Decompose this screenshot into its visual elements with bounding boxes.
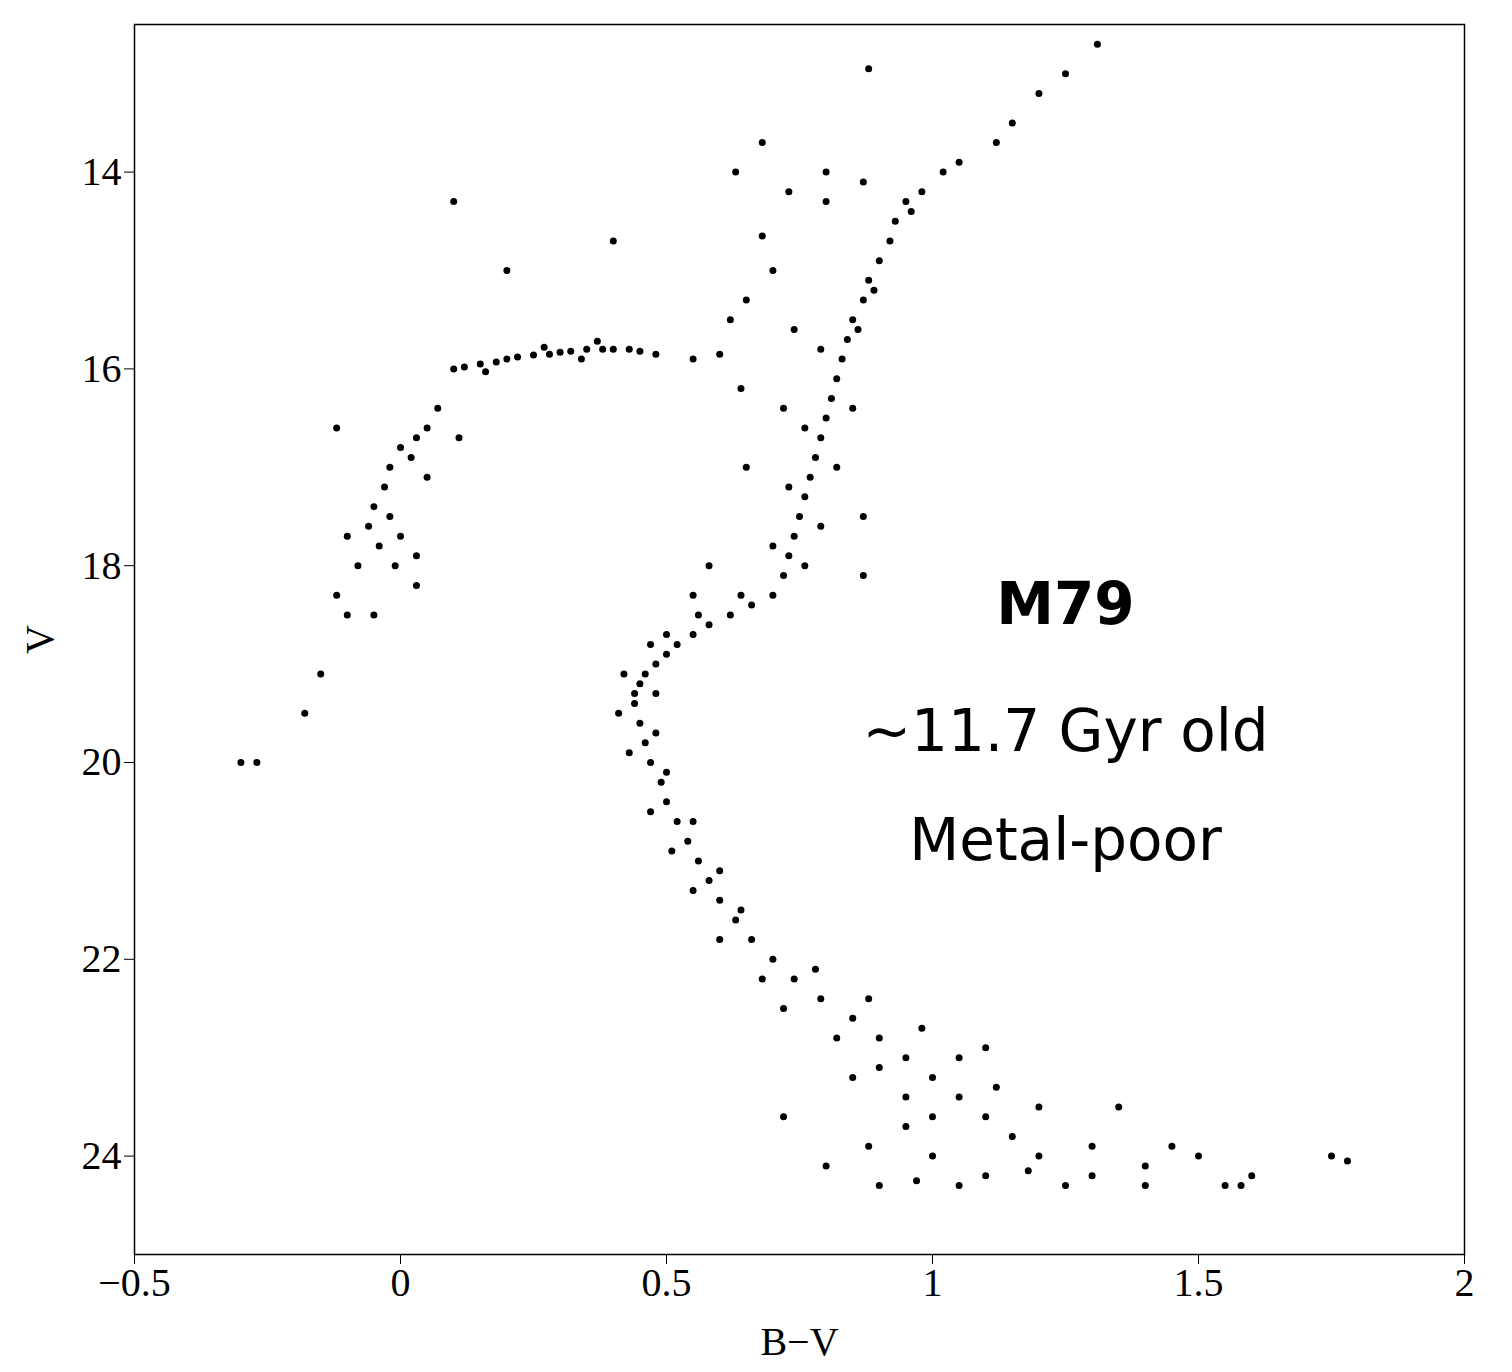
svg-text:14: 14 — [82, 149, 122, 194]
svg-text:~11.7 Gyr old: ~11.7 Gyr old — [862, 697, 1268, 765]
svg-text:22: 22 — [82, 936, 122, 981]
svg-text:Metal-poor: Metal-poor — [909, 806, 1222, 874]
svg-text:B−V: B−V — [760, 1319, 838, 1364]
svg-text:16: 16 — [82, 346, 122, 391]
svg-text:1.5: 1.5 — [1174, 1260, 1224, 1305]
svg-text:M79: M79 — [996, 570, 1134, 638]
svg-text:2: 2 — [1455, 1260, 1475, 1305]
svg-text:18: 18 — [82, 543, 122, 588]
svg-text:1: 1 — [923, 1260, 943, 1305]
svg-text:0: 0 — [391, 1260, 411, 1305]
svg-text:20: 20 — [82, 739, 122, 784]
svg-text:V: V — [17, 625, 62, 654]
svg-text:0.5: 0.5 — [642, 1260, 692, 1305]
svg-text:24: 24 — [82, 1133, 122, 1178]
svg-text:−0.5: −0.5 — [98, 1260, 171, 1305]
